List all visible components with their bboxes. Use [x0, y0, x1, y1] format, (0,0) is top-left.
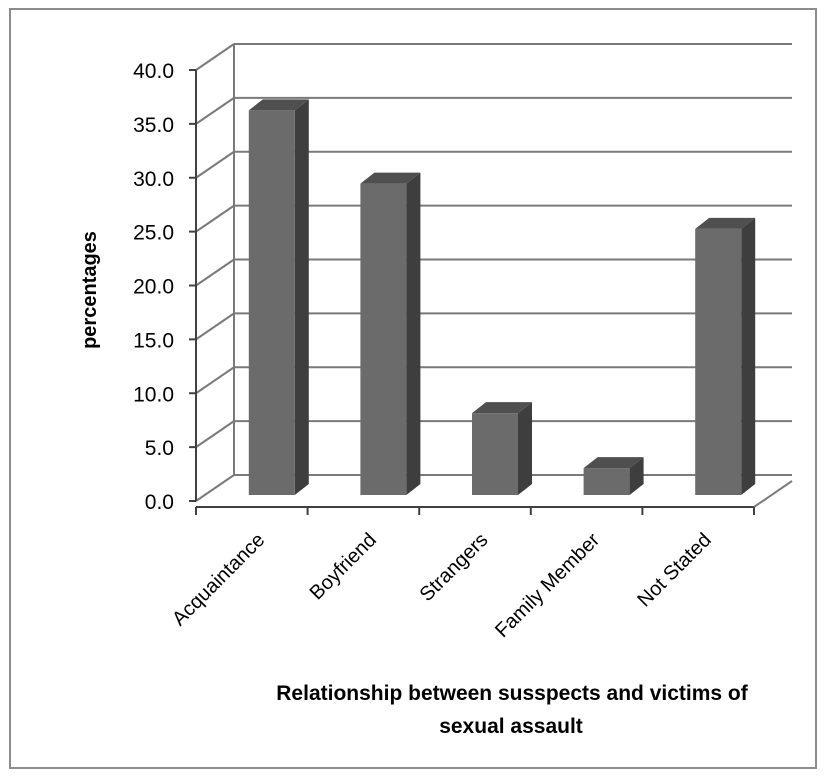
bar-top-face: [583, 457, 644, 469]
floor-right-edge: [753, 480, 793, 508]
gridline-diagonal: [195, 258, 235, 287]
y-tick-label: 10.0: [133, 383, 174, 406]
x-tick-label: Acquaintance: [168, 529, 269, 630]
bar-front-face: [360, 183, 407, 496]
y-tick-label: 15.0: [133, 329, 174, 352]
bar-side-face: [406, 172, 421, 496]
bar-front-face: [248, 110, 295, 496]
bar: [472, 402, 532, 495]
y-axis-title: percentages: [79, 231, 101, 349]
x-tick-label: Family Member: [491, 529, 604, 642]
gridline-diagonal: [195, 474, 235, 502]
bar-front-face: [583, 468, 630, 495]
x-tick-label: Boyfriend: [306, 529, 381, 604]
y-tick-labels: 0.0 5.0 10.0 15.0 20.0 25.0 30.0 35.0 40.0: [133, 60, 174, 514]
x-tick-label: Strangers: [416, 529, 493, 606]
bar: [695, 217, 756, 496]
bar-top-face: [472, 402, 532, 414]
bar: [583, 457, 644, 495]
y-tick-label: 25.0: [133, 222, 174, 245]
gridline-diagonal: [195, 312, 235, 341]
y-tick-label: 5.0: [145, 437, 174, 460]
x-tick-label: Not Stated: [633, 529, 715, 611]
y-tick-label: 0.0: [145, 491, 174, 514]
y-tick-label: 35.0: [133, 114, 174, 137]
bar-side-face: [518, 402, 532, 495]
x-axis-title-line-1: Relationship between susspects and victi…: [276, 682, 748, 705]
gridline-diagonal: [195, 97, 235, 125]
bar: [248, 99, 309, 496]
bar-side-face: [629, 457, 644, 495]
bar-front-face: [695, 228, 742, 496]
bar-front-face: [472, 413, 518, 495]
bar-top-face: [360, 172, 421, 184]
x-axis-title-line-2: sexual assault: [439, 715, 583, 738]
gridline-diagonal: [195, 204, 235, 233]
y-tick-label: 30.0: [133, 168, 174, 191]
y-tick-label: 40.0: [133, 60, 174, 83]
bar: [360, 172, 421, 496]
gridline-diagonal: [195, 420, 235, 448]
bars: [248, 99, 756, 496]
axes: [189, 44, 793, 515]
y-tick-label: 20.0: [133, 276, 174, 299]
gridline-diagonal: [195, 43, 235, 71]
gridline-diagonal: [195, 150, 235, 179]
gridline-diagonal: [195, 366, 235, 395]
bar-side-face: [294, 99, 309, 496]
bar-top-face: [695, 217, 756, 229]
bar-side-face: [741, 217, 756, 496]
bar-top-face: [248, 99, 309, 111]
